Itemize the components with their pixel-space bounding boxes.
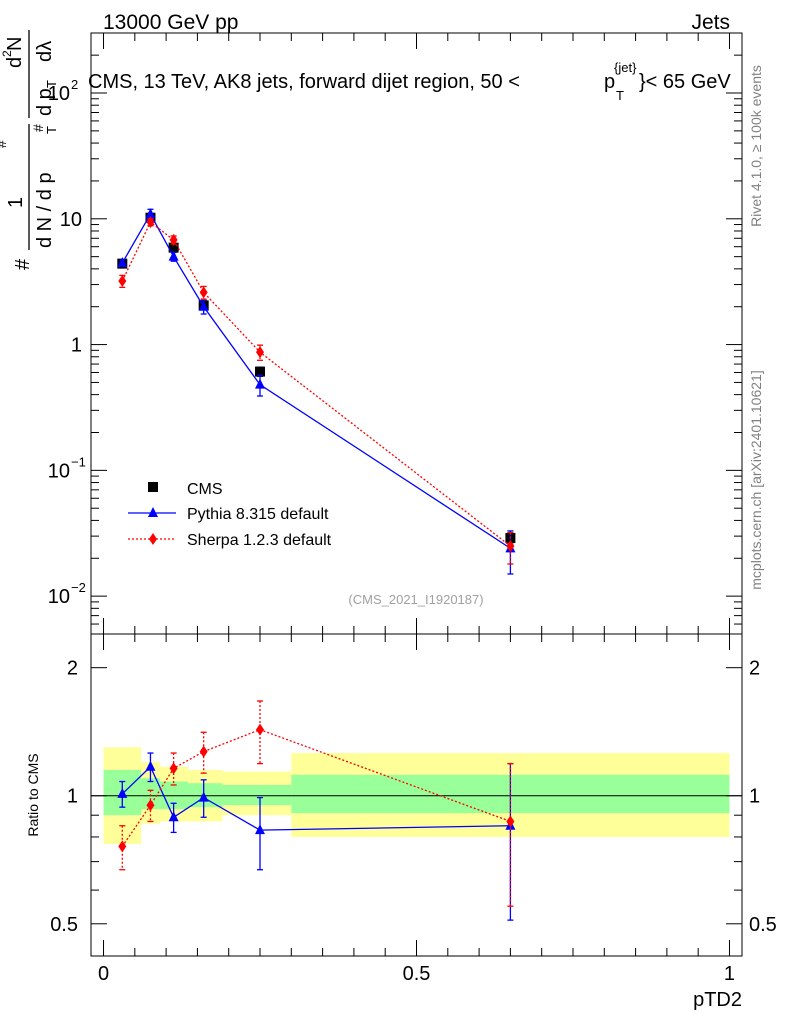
- ylabel-den-sub: T: [44, 126, 59, 134]
- ylabel-hash2: #: [0, 140, 9, 148]
- legend-marker-sherpa: [149, 533, 157, 545]
- ratio-point-triangle: [117, 787, 128, 798]
- ratio-series-diamond: [118, 700, 515, 907]
- main-y-tick-exp: −2: [71, 580, 86, 595]
- header-right: Jets: [691, 11, 730, 34]
- mcplots-label: mcplots.cern.ch [arXiv:2401.10621]: [748, 370, 764, 589]
- main-point-triangle: [255, 378, 266, 389]
- main-series-line: [121, 221, 511, 547]
- ratio-y-tick-label-right: 1: [749, 786, 760, 808]
- plot-title-sup: {jet}: [614, 60, 637, 75]
- main-point-square: [255, 366, 266, 377]
- main-y-tick-base: 1: [71, 335, 82, 357]
- main-point-diamond: [146, 216, 155, 229]
- main-y-tick-label: 10: [60, 209, 82, 231]
- ratio-x-tick-label: 0: [98, 963, 109, 985]
- ratio-panel: 2 21 10.5 0.5 0 0.5 1 Ratio to CMS pTD2: [25, 633, 777, 1011]
- ylabel-dp-sub: T: [44, 80, 59, 88]
- ratio-point-diamond: [199, 745, 208, 758]
- main-series-diamond: [118, 216, 515, 565]
- ylabel-hash3: #: [30, 124, 46, 132]
- legend-entry-pythia: Pythia 8.315 default: [187, 506, 329, 523]
- x-axis-label: pTD2: [693, 989, 742, 1011]
- ratio-y-tick-label-right: 2: [749, 658, 760, 680]
- main-y-tick-base: 10: [48, 83, 70, 105]
- plot-title-p: p: [604, 71, 615, 93]
- main-point-diamond: [256, 346, 265, 359]
- ratio-x-ticks: 0 0.5 1: [98, 634, 735, 985]
- ratio-series-triangle: [117, 752, 516, 921]
- main-point-diamond: [118, 275, 127, 288]
- main-point-square: [168, 242, 179, 253]
- main-point-diamond: [199, 286, 208, 299]
- main-point-triangle: [198, 300, 209, 311]
- legend: CMS Pythia 8.315 default Sherpa 1.2.3 de…: [128, 481, 332, 549]
- plot-title-sub: T: [616, 88, 624, 103]
- ratio-y-tick-label: 2: [67, 658, 78, 680]
- ratio-y-tick-label-right: 0.5: [749, 914, 777, 936]
- main-x-ticks: [103, 33, 730, 634]
- ratio-series-layer: [117, 700, 516, 921]
- ylabel-d2N-N: N: [4, 37, 26, 51]
- ratio-point-triangle: [145, 760, 156, 771]
- ylabel-one: 1: [5, 197, 27, 208]
- main-y-tick-label: 10 2: [48, 77, 78, 105]
- main-point-triangle: [145, 208, 156, 219]
- main-y-tick-label: 10 −2: [48, 580, 86, 608]
- ratio-y-axis-label: Ratio to CMS: [25, 753, 41, 836]
- plot-title-prefix: CMS, 13 TeV, AK8 jets, forward dijet reg…: [88, 71, 520, 93]
- header-left: 13000 GeV pp: [103, 11, 238, 34]
- ratio-x-tick-label: 0.5: [403, 963, 431, 985]
- main-point-diamond: [169, 233, 178, 246]
- main-y-tick-label: 10 −1: [48, 454, 86, 482]
- ratio-y-ticks: 2 2 1 1 0.5 0.5: [50, 658, 777, 936]
- ratio-series-line: [121, 765, 511, 831]
- main-point-diamond: [506, 540, 515, 553]
- ratio-point-triangle: [255, 824, 266, 835]
- ylabel-dp: d p: [34, 88, 56, 116]
- analysis-id: (CMS_2021_I1920187): [348, 592, 483, 607]
- legend-entry-cms: CMS: [187, 481, 223, 498]
- ratio-point-diamond: [256, 723, 265, 736]
- legend-marker-pythia: [148, 507, 158, 517]
- legend-marker-cms: [148, 482, 158, 492]
- ratio-point-diamond: [118, 840, 127, 853]
- ratio-point-triangle: [198, 791, 209, 802]
- main-series-layer: [117, 208, 516, 575]
- plot-title: CMS, 13 TeV, AK8 jets, forward dijet reg…: [88, 60, 731, 103]
- ylabel-d2N-d: d: [4, 57, 26, 68]
- main-y-axis-label: # 1 d N / d p T # # d 2 N d p T dλ: [0, 30, 59, 270]
- main-y-tick-base: 10: [60, 209, 82, 231]
- ratio-y-tick-label: 0.5: [50, 914, 78, 936]
- main-y-tick-base: 10: [48, 586, 70, 608]
- ylabel-dlambda: dλ: [34, 41, 56, 62]
- main-y-tick-exp: −1: [71, 454, 86, 469]
- ylabel-denominator: d N / d p: [34, 172, 56, 248]
- main-point-triangle: [168, 250, 179, 261]
- ratio-y-tick-label: 1: [67, 786, 78, 808]
- ratio-band-stat: [222, 784, 292, 806]
- ylabel-d2N-sup: 2: [0, 50, 14, 57]
- main-series-line: [121, 212, 511, 549]
- main-y-tick-exp: 2: [71, 77, 78, 92]
- ratio-point-triangle: [168, 811, 179, 822]
- plot-title-suffix: }< 65 GeV: [639, 71, 731, 93]
- ratio-point-diamond: [506, 815, 515, 828]
- legend-entry-sherpa: Sherpa 1.2.3 default: [187, 532, 332, 549]
- ratio-point-diamond: [169, 762, 178, 775]
- side-labels: Rivet 4.1.0, ≥ 100k events mcplots.cern.…: [748, 65, 764, 590]
- main-y-tick-label: 1: [71, 335, 82, 357]
- ratio-band-stat: [141, 778, 160, 810]
- ratio-point-diamond: [146, 799, 155, 812]
- main-y-tick-base: 10: [48, 460, 70, 482]
- rivet-label: Rivet 4.1.0, ≥ 100k events: [748, 65, 764, 227]
- ratio-x-tick-label: 1: [724, 963, 735, 985]
- ratio-series-line: [121, 728, 511, 847]
- ylabel-hash1: #: [12, 258, 34, 270]
- main-point-triangle: [117, 257, 128, 268]
